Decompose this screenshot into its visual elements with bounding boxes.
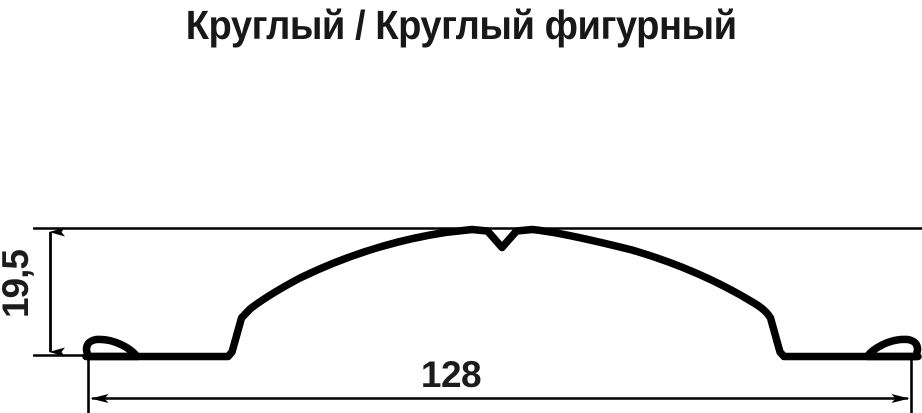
profile-body-path	[82, 225, 922, 361]
page-title: Круглый / Круглый фигурный	[185, 2, 737, 48]
hem-left-loop	[82, 335, 141, 361]
dimension-label-height: 19,5	[0, 250, 36, 319]
dimension-label-width: 128	[420, 354, 482, 395]
hem-right-loop	[863, 335, 922, 361]
page-title-bar: Круглый / Круглый фигурный	[0, 0, 922, 56]
profile-outline	[82, 225, 922, 361]
